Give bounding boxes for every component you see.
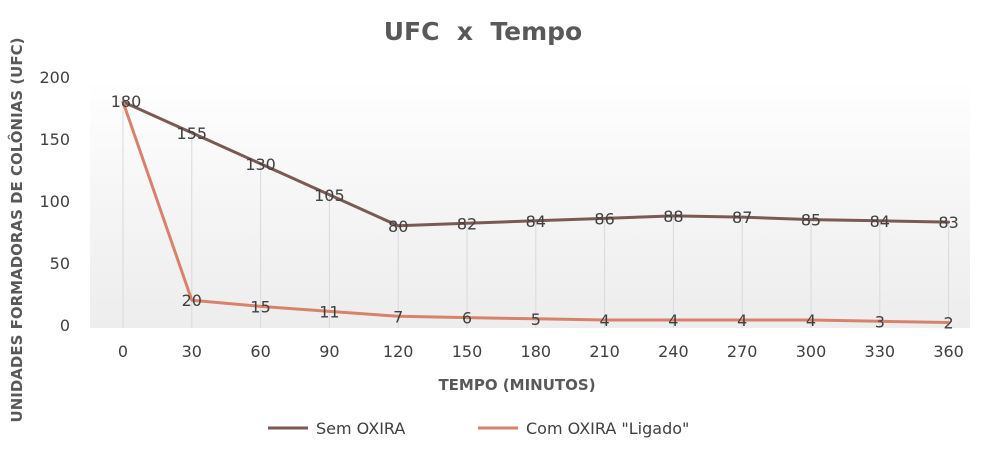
y-axis-ticks: 0 50 100 150 200	[39, 68, 70, 335]
x-tick-label: 30	[182, 342, 202, 361]
chart-title: UFC x Tempo	[384, 17, 582, 46]
data-label: 80	[388, 217, 408, 236]
series-lines	[121, 100, 951, 324]
x-tick-label: 60	[250, 342, 270, 361]
data-label: 86	[594, 209, 614, 228]
data-label: 87	[732, 208, 752, 227]
data-label: 4	[806, 311, 816, 330]
x-axis-label: TEMPO (MINUTOS)	[438, 376, 595, 394]
legend: Sem OXIRA Com OXIRA "Ligado"	[268, 419, 689, 438]
data-label: 15	[250, 297, 270, 316]
data-label: 5	[531, 310, 541, 329]
x-tick-label: 360	[933, 342, 964, 361]
series-line-0	[121, 100, 951, 228]
data-label: 180	[111, 92, 142, 111]
data-labels: 180 155 130 105 80 82 84 86 88 87 85 84 83 20 15 11 7 6 5 4…	[111, 92, 959, 333]
data-label: 130	[245, 155, 276, 174]
data-label: 82	[457, 214, 477, 233]
data-label: 4	[668, 311, 678, 330]
data-label: 20	[182, 291, 202, 310]
x-tick-label: 0	[118, 342, 128, 361]
data-label: 4	[737, 311, 747, 330]
data-label: 155	[177, 124, 208, 143]
data-label: 85	[801, 211, 821, 230]
x-tick-label: 240	[658, 342, 689, 361]
x-axis-ticks: 0 30 60 90 120 150 180 210 240 270 300 330 360	[118, 342, 964, 361]
x-tick-label: 180	[521, 342, 552, 361]
data-label: 3	[875, 312, 885, 331]
data-label: 84	[870, 212, 890, 231]
y-tick-label: 150	[39, 130, 70, 149]
legend-label-0: Sem OXIRA	[316, 419, 405, 438]
x-tick-label: 330	[865, 342, 896, 361]
y-tick-label: 100	[39, 192, 70, 211]
x-tick-label: 120	[383, 342, 414, 361]
series-line-1	[121, 100, 951, 324]
x-tick-label: 270	[727, 342, 758, 361]
y-tick-label: 200	[39, 68, 70, 87]
x-tick-label: 210	[589, 342, 620, 361]
data-label: 7	[393, 307, 403, 326]
data-label: 105	[314, 186, 345, 205]
x-tick-label: 90	[319, 342, 339, 361]
data-label: 6	[462, 309, 472, 328]
data-label: 11	[319, 302, 339, 321]
data-label: 83	[938, 213, 958, 232]
plot-background	[90, 80, 970, 328]
data-label: 2	[944, 314, 954, 333]
x-tick-label: 150	[452, 342, 483, 361]
data-label: 4	[600, 311, 610, 330]
y-axis-label: UNIDADES FORMADORAS DE COLÔNIAS (UFC)	[7, 38, 26, 423]
y-tick-label: 0	[60, 316, 70, 335]
x-tick-label: 300	[796, 342, 827, 361]
y-tick-label: 50	[50, 254, 70, 273]
data-label: 84	[526, 212, 546, 231]
legend-label-1: Com OXIRA "Ligado"	[526, 419, 689, 438]
data-label: 88	[663, 207, 683, 226]
drop-lines	[122, 101, 950, 328]
